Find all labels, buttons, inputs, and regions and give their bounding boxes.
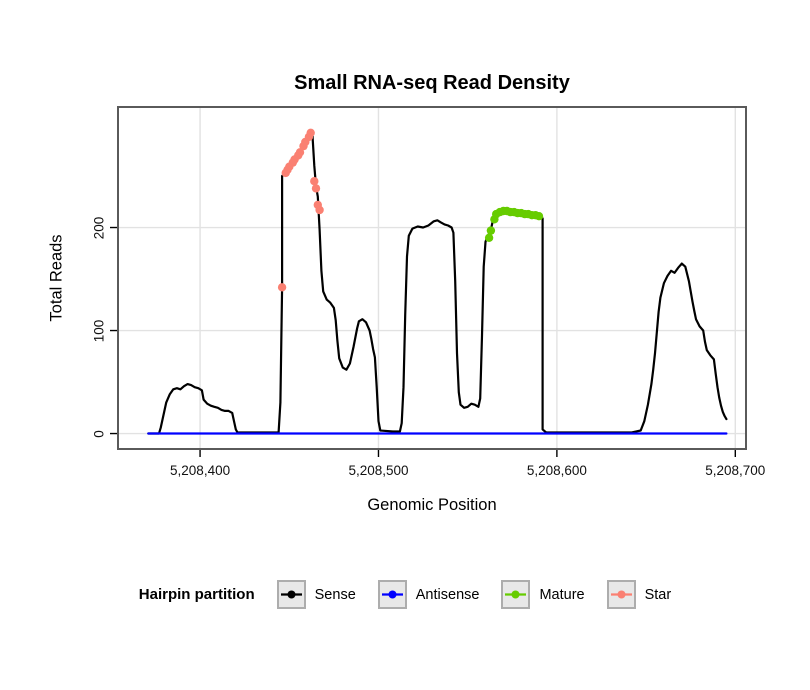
legend-item-star: Star	[606, 580, 672, 609]
series-point-mature	[486, 226, 496, 235]
y-axis-label: Total Reads	[47, 234, 66, 322]
series-point-star	[295, 148, 305, 157]
panel-border	[117, 106, 747, 450]
legend-item-antisense: Antisense	[377, 580, 480, 609]
legend-label: Mature	[539, 586, 585, 603]
legend-title: Hairpin partition	[138, 586, 255, 603]
chart-title: Small RNA-seq Read Density	[294, 72, 570, 94]
x-tick-label: 5,208,700	[705, 463, 766, 478]
series-point-star	[315, 205, 324, 215]
series-point-star	[277, 283, 287, 292]
legend-key-antisense-icon	[377, 580, 407, 609]
legend: Hairpin partition Sense Antisense Mature St…	[0, 580, 810, 609]
legend-key-mature-icon	[501, 580, 531, 609]
legend-item-sense: Sense	[276, 580, 356, 609]
y-tick-label: 0	[91, 429, 107, 438]
legend-key-sense-icon	[276, 580, 306, 609]
series-point-star	[310, 177, 319, 186]
y-tick-label: 100	[91, 319, 107, 342]
legend-label: Sense	[314, 586, 356, 603]
series-point-star	[306, 128, 315, 137]
y-tick-label: 200	[91, 216, 107, 239]
series-point-star	[311, 184, 321, 193]
x-tick-label: 5,208,600	[526, 463, 587, 478]
series-line-sense	[147, 131, 728, 435]
x-tick-label: 5,208,500	[348, 463, 409, 478]
legend-item-mature: Mature	[501, 580, 585, 609]
legend-label: Star	[644, 586, 672, 603]
x-tick-label: 5,208,400	[170, 463, 231, 478]
x-axis-label: Genomic Position	[367, 496, 497, 514]
panel-background	[118, 107, 746, 449]
series-point-mature	[534, 212, 544, 221]
series-point-mature	[484, 233, 494, 242]
legend-label: Antisense	[415, 586, 480, 603]
legend-key-star-icon	[606, 580, 636, 609]
